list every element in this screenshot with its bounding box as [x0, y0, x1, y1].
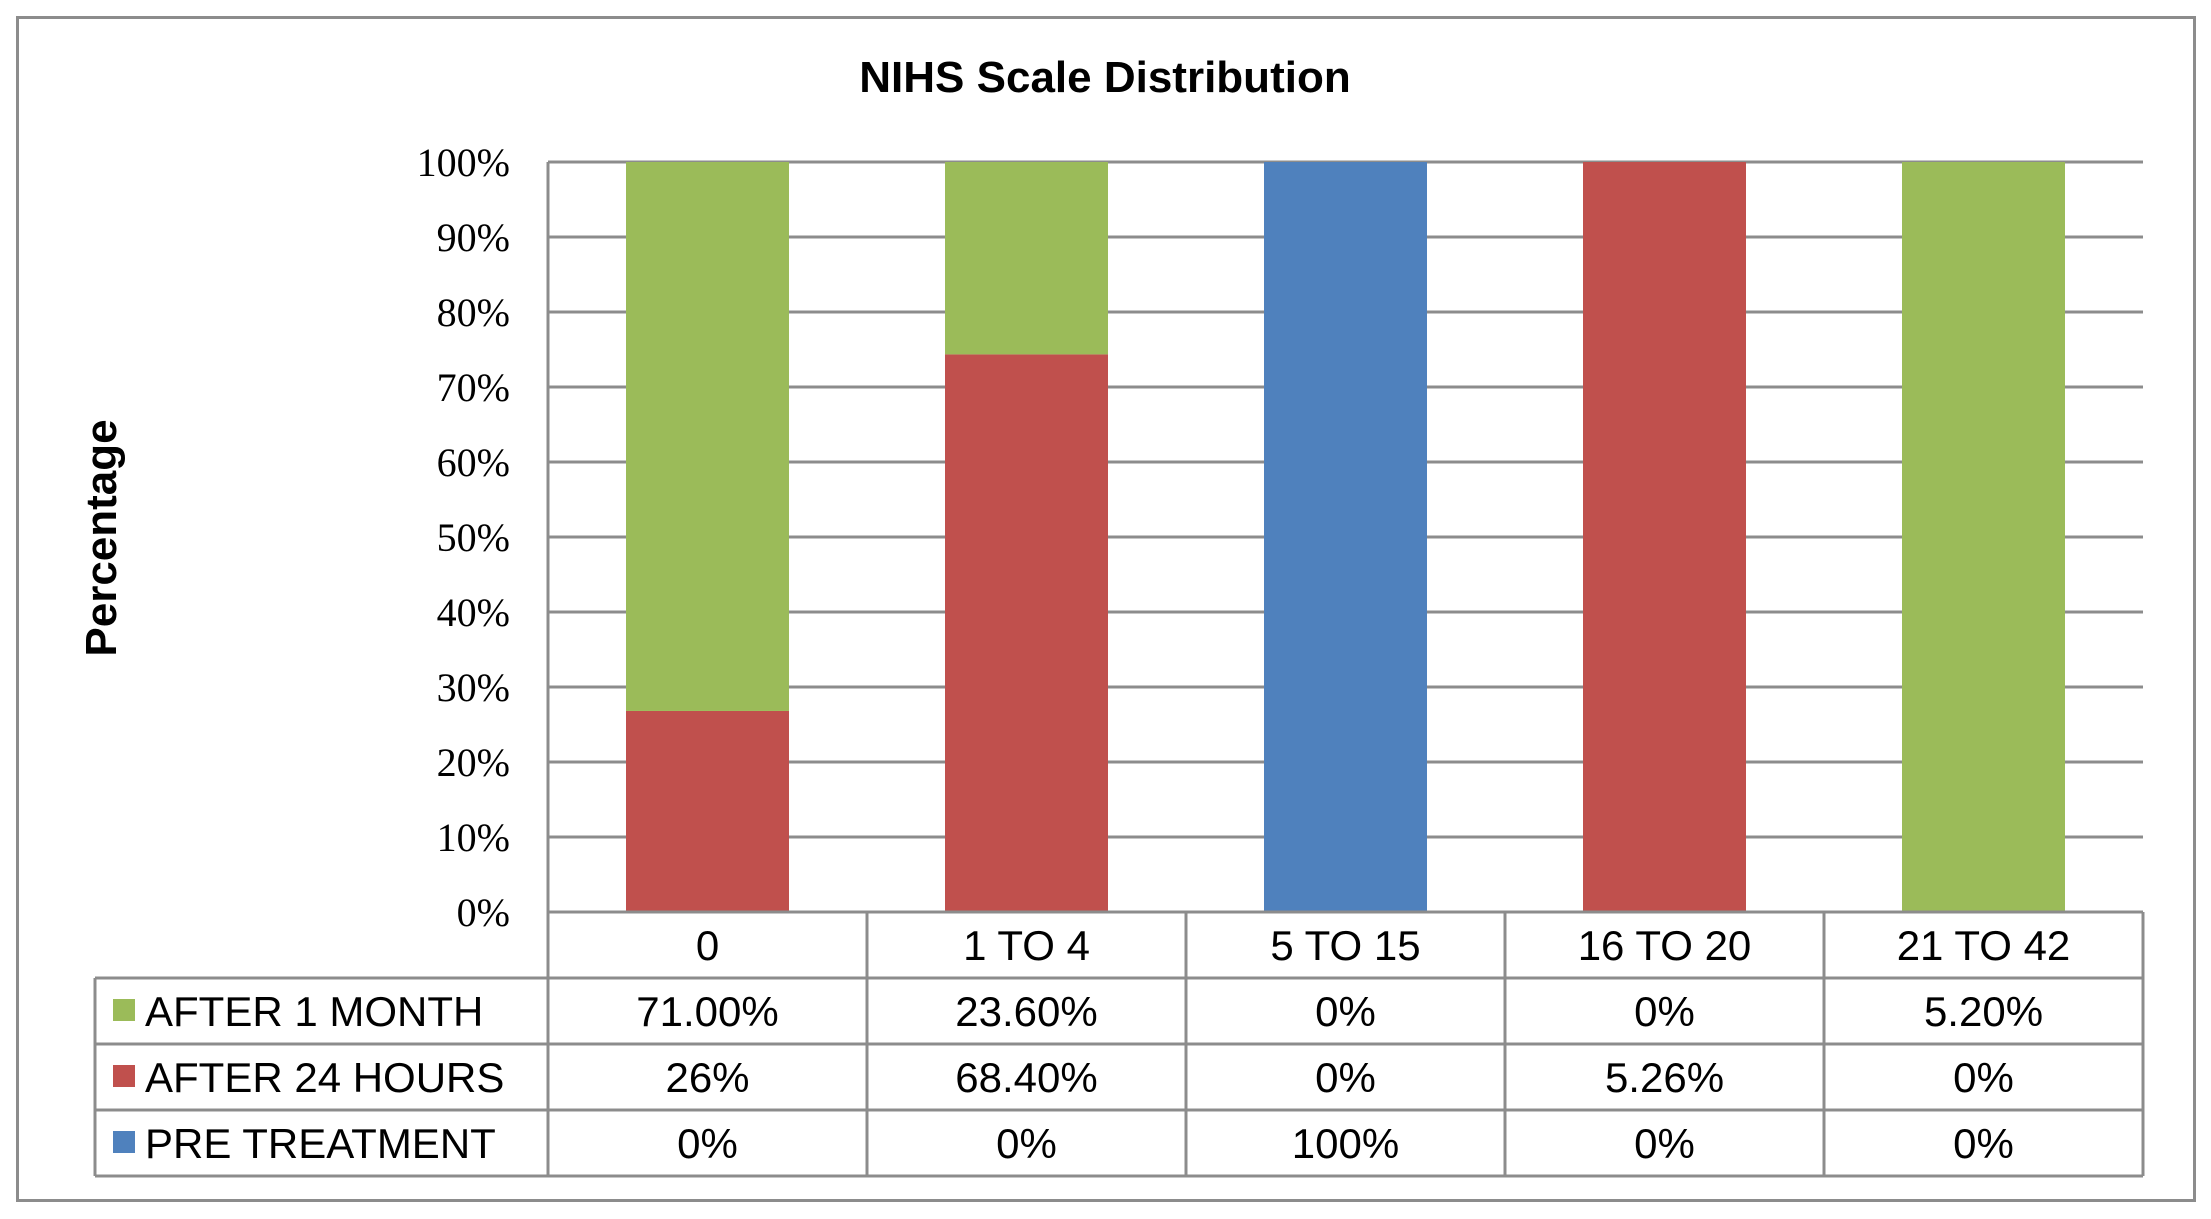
y-tick-label: 40% [437, 590, 510, 635]
data-label: 0% [1953, 1054, 2014, 1101]
data-label: 0% [1634, 988, 1695, 1035]
y-tick-label: 20% [437, 740, 510, 785]
legend-swatch-pre-treatment [113, 1131, 135, 1153]
y-axis-label: Percentage [77, 419, 126, 656]
legend-label: AFTER 24 HOURS [145, 1054, 504, 1101]
y-tick-label: 90% [437, 215, 510, 260]
data-label: 0% [1315, 988, 1376, 1035]
data-label: 71.00% [636, 988, 778, 1035]
category-label: 1 TO 4 [963, 922, 1090, 969]
data-label: 0% [996, 1120, 1057, 1167]
bars [626, 162, 2065, 912]
data-label: 0% [1634, 1120, 1695, 1167]
data-label: 0% [1953, 1120, 2014, 1167]
y-tick-labels: 0% 10% 20% 30% 40% 50% 60% 70% 80% 90% 100% [417, 140, 510, 935]
data-label: 23.60% [955, 988, 1097, 1035]
y-tick-label: 50% [437, 515, 510, 560]
bar-after-24-hours-0 [626, 710, 789, 912]
y-tick-label: 80% [437, 290, 510, 335]
category-label: 0 [696, 922, 719, 969]
legend-label: PRE TREATMENT [145, 1120, 496, 1167]
data-label: 5.20% [1924, 988, 2043, 1035]
y-tick-label: 30% [437, 665, 510, 710]
category-label: 21 TO 42 [1897, 922, 2071, 969]
data-label: 0% [1315, 1054, 1376, 1101]
data-label: 100% [1292, 1120, 1399, 1167]
category-label: 5 TO 15 [1270, 922, 1420, 969]
category-label: 16 TO 20 [1578, 922, 1752, 969]
y-tick-label: 60% [437, 440, 510, 485]
y-tick-label: 70% [437, 365, 510, 410]
chart-title: NIHS Scale Distribution [859, 53, 1350, 102]
legend-swatch-after-24-hours [113, 1065, 135, 1087]
bar-after-24-hours-3 [1583, 162, 1746, 912]
data-label: 26% [665, 1054, 749, 1101]
data-label: 0% [677, 1120, 738, 1167]
bar-after-1-month-0 [626, 162, 789, 711]
y-tick-label: 100% [417, 140, 510, 185]
bar-after-24-hours-1 [945, 354, 1108, 912]
data-label: 68.40% [955, 1054, 1097, 1101]
legend-swatch-after-1-month [113, 999, 135, 1021]
bar-pre-treatment-2 [1264, 162, 1427, 912]
y-tick-label: 10% [437, 815, 510, 860]
data-table: 0 1 TO 4 5 TO 15 16 TO 20 21 TO 42 AFTER 1 MO… [93, 910, 2145, 1178]
y-tick-label: 0% [457, 890, 510, 935]
bar-after-1-month-1 [945, 162, 1108, 355]
bar-after-1-month-4 [1902, 162, 2065, 912]
legend-label: AFTER 1 MONTH [145, 988, 483, 1035]
data-label: 5.26% [1605, 1054, 1724, 1101]
